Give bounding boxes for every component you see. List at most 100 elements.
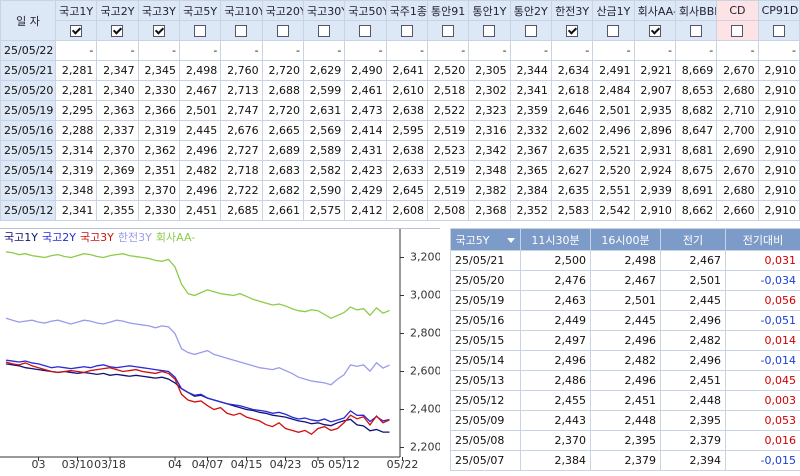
value-cell: -0,015	[726, 451, 800, 471]
value-cell: 2,369	[97, 161, 138, 181]
value-cell: 2,281	[56, 81, 97, 101]
value-cell: -	[303, 41, 344, 61]
y-tick-label: 2,600	[410, 365, 440, 378]
value-cell: 2,367	[510, 141, 551, 161]
checkbox[interactable]	[318, 25, 330, 37]
checkbox-cell	[510, 21, 551, 41]
checkbox-cell	[469, 21, 510, 41]
value-cell: -	[551, 41, 592, 61]
checkbox[interactable]	[401, 25, 413, 37]
legend-entry: 회사AA-	[156, 231, 195, 244]
value-cell: 2,720	[262, 61, 303, 81]
series-line	[6, 252, 390, 318]
value-cell: 2,710	[717, 101, 758, 121]
y-tick-label: 3,000	[410, 289, 440, 302]
value-cell: -0,051	[726, 311, 800, 331]
value-cell: 2,395	[591, 431, 661, 451]
value-cell: 2,602	[551, 121, 592, 141]
value-cell: 2,431	[345, 141, 386, 161]
data-row: 25/05/132,4862,4962,4510,045	[451, 371, 800, 391]
checkbox[interactable]	[235, 25, 247, 37]
x-tick-label: 05	[311, 458, 325, 471]
checkbox-cell	[97, 21, 138, 41]
legend-entry: 국고1Y	[4, 231, 38, 244]
value-cell: 0,056	[726, 291, 800, 311]
column-header: 전기	[661, 229, 726, 251]
value-cell: 2,760	[221, 61, 262, 81]
data-row: 25/05/122,4552,4512,4480,003	[451, 391, 800, 411]
date-cell: 25/05/13	[451, 371, 521, 391]
value-cell: 2,590	[303, 181, 344, 201]
header-row: 국고5Y11시30분16시00분전기전기대비	[451, 229, 800, 251]
column-header: 회사AA-	[634, 1, 675, 21]
checkbox-cell	[758, 21, 799, 41]
value-cell: 8,653	[675, 81, 716, 101]
checkbox[interactable]	[111, 25, 123, 37]
data-row: 25/05/202,2812,3402,3302,4672,7132,6882,…	[1, 81, 800, 101]
value-cell: -	[138, 41, 179, 61]
value-cell: 2,288	[56, 121, 97, 141]
column-header: 통안1Y	[469, 1, 510, 21]
value-cell: 2,523	[427, 141, 468, 161]
value-cell: 2,910	[758, 121, 799, 141]
rate-table: 일 자국고1Y국고2Y국고3Y국고5Y국고10Y국고20Y국고30Y국고50Y국…	[0, 0, 800, 221]
column-header: CD	[717, 1, 758, 21]
checkbox[interactable]	[690, 25, 702, 37]
value-cell: 2,319	[56, 161, 97, 181]
checkbox[interactable]	[277, 25, 289, 37]
data-row: 25/05/202,4762,4672,501-0,034	[451, 271, 800, 291]
value-cell: 2,931	[634, 141, 675, 161]
value-cell: 2,680	[717, 181, 758, 201]
checkbox[interactable]	[607, 25, 619, 37]
value-cell: 2,341	[510, 81, 551, 101]
column-header: 국고5Y	[179, 1, 220, 21]
value-cell: 2,634	[551, 61, 592, 81]
checkbox[interactable]	[525, 25, 537, 37]
column-header[interactable]: 국고5Y	[451, 229, 521, 251]
legend-entry: 국고3Y	[80, 231, 114, 244]
value-cell: 2,359	[510, 101, 551, 121]
data-row: 25/05/152,3142,3702,3622,4962,7272,6892,…	[1, 141, 800, 161]
checkbox-cell	[593, 21, 634, 41]
checkbox[interactable]	[483, 25, 495, 37]
chart-panel: 2,2002,4002,6002,8003,0003,2000303/1003/…	[0, 228, 440, 472]
checkbox[interactable]	[566, 25, 578, 37]
value-cell: 2,370	[138, 181, 179, 201]
data-row: 25/05/072,3842,3792,394-0,015	[451, 451, 800, 471]
dropdown-arrow[interactable]	[507, 238, 515, 243]
x-tick-label: 04/07	[192, 458, 224, 471]
value-cell: 2,722	[221, 181, 262, 201]
value-cell: 2,319	[138, 121, 179, 141]
date-cell: 25/05/19	[1, 101, 56, 121]
value-cell: 2,330	[138, 201, 179, 221]
checkbox[interactable]	[70, 25, 82, 37]
date-cell: 25/05/14	[1, 161, 56, 181]
checkbox[interactable]	[442, 25, 454, 37]
column-header: 전기대비	[726, 229, 800, 251]
value-cell: 2,341	[56, 201, 97, 221]
checkbox-cell	[717, 21, 758, 41]
value-cell: 2,685	[221, 201, 262, 221]
value-cell: 0,045	[726, 371, 800, 391]
checkbox-cell	[634, 21, 675, 41]
checkbox[interactable]	[194, 25, 206, 37]
checkbox[interactable]	[153, 25, 165, 37]
value-cell: 2,379	[661, 431, 726, 451]
column-header: 국고30Y	[303, 1, 344, 21]
value-cell: 2,344	[510, 61, 551, 81]
checkbox[interactable]	[731, 25, 743, 37]
value-cell: 8,662	[675, 201, 716, 221]
column-header: 16시00분	[591, 229, 661, 251]
value-cell: 2,332	[510, 121, 551, 141]
checkbox[interactable]	[649, 25, 661, 37]
value-cell: 2,498	[179, 61, 220, 81]
value-cell: -	[593, 41, 634, 61]
value-cell: 2,395	[661, 411, 726, 431]
checkbox[interactable]	[773, 25, 785, 37]
value-cell: 2,727	[221, 141, 262, 161]
checkbox[interactable]	[359, 25, 371, 37]
value-cell: 2,423	[345, 161, 386, 181]
data-row: 25/05/212,5002,4982,4670,031	[451, 251, 800, 271]
value-cell: 2,314	[56, 141, 97, 161]
legend-entry: 한전3Y	[118, 231, 152, 244]
